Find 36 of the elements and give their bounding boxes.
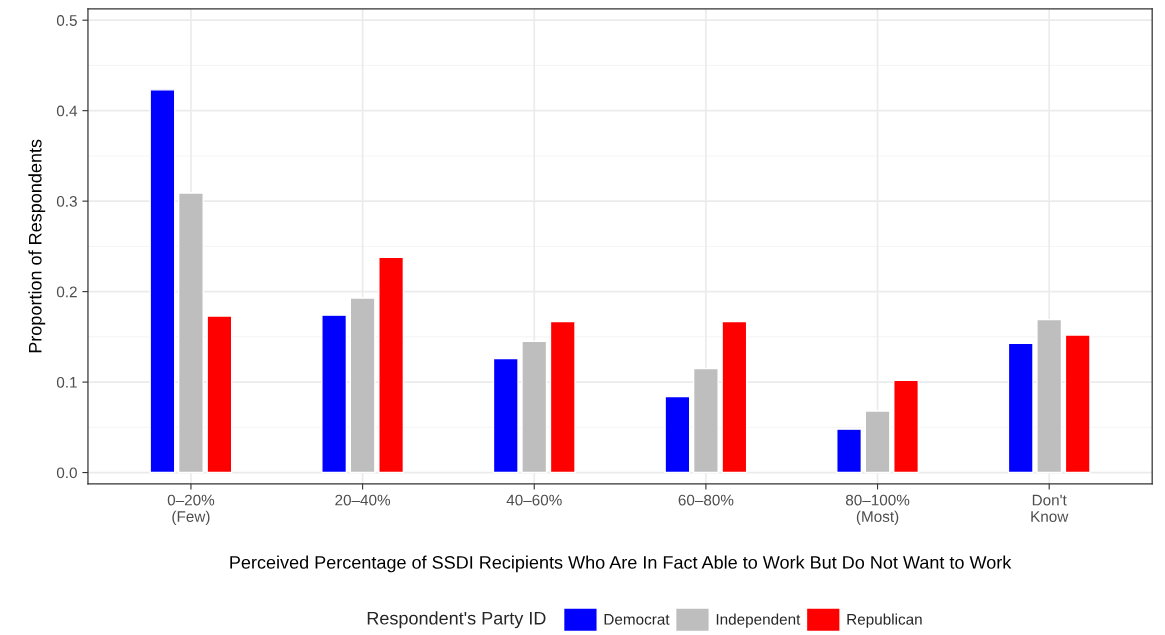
bar (378, 256, 405, 474)
y-tick-label: 0.5 (56, 15, 77, 26)
bar (721, 320, 748, 474)
legend-label: Republican (847, 613, 922, 628)
y-tick-label: 0.4 (56, 105, 78, 117)
x-tick-label: 40–60% (506, 494, 562, 506)
x-tick-label: 20–40% (335, 494, 391, 506)
y-tick-label: 0.2 (56, 286, 77, 298)
legend-title: Respondent's Party ID (367, 611, 546, 629)
bar (492, 357, 519, 474)
y-tick-label: 0.1 (56, 376, 77, 388)
bar (864, 410, 891, 474)
x-tick-label: 0–20% (Few) (167, 494, 215, 525)
legend-label: Democrat (604, 614, 670, 625)
x-tick-label: 80–100% (Most) (845, 494, 910, 525)
y-tick-label: 0.0 (56, 467, 77, 479)
bar (836, 428, 863, 474)
bar (349, 297, 376, 474)
bar (321, 314, 348, 474)
bar (1007, 342, 1034, 474)
bar (206, 315, 233, 474)
bar (521, 340, 548, 474)
y-tick-label: 0.3 (56, 196, 77, 207)
y-axis-title: Proportion of Respondents (28, 139, 46, 353)
bar (893, 379, 920, 474)
bar (177, 192, 204, 474)
x-tick-label: Don't Know (1031, 494, 1069, 522)
x-axis-title: Perceived Percentage of SSDI Recipients Who Are In Fact Able to Work But Do Not Want to Work (230, 555, 1012, 573)
bar (692, 367, 719, 474)
x-tick-label: 60–80% (678, 494, 734, 506)
bar (1064, 334, 1091, 474)
bar (549, 320, 576, 474)
legend-label: Independent (716, 613, 801, 628)
bar (664, 395, 691, 474)
bar (1036, 318, 1063, 474)
bar (149, 89, 176, 474)
